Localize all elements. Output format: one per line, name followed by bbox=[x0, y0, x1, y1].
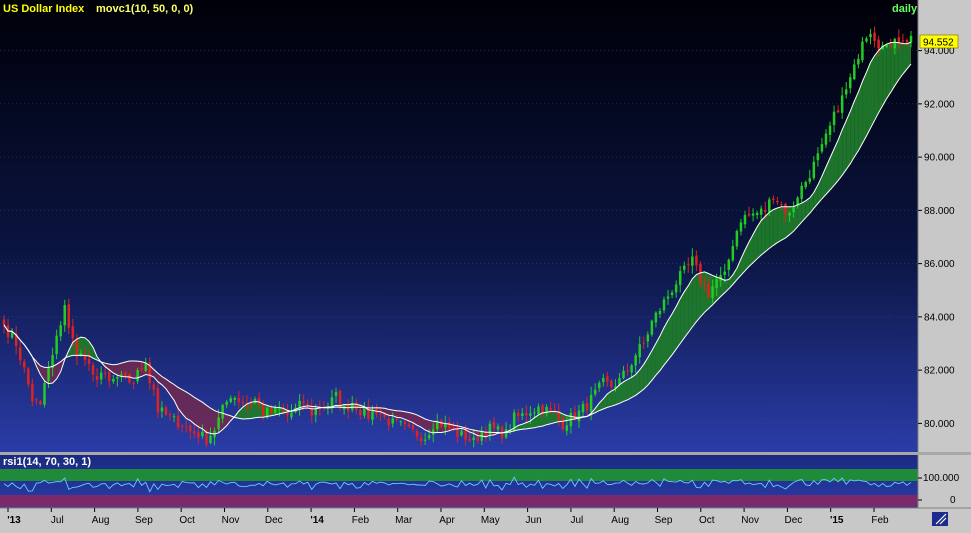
time-tick-label: Dec bbox=[265, 515, 283, 526]
last-price-label: 94.552 bbox=[923, 38, 954, 49]
time-tick-label: Oct bbox=[179, 515, 195, 526]
time-tick-label: Feb bbox=[352, 515, 370, 526]
study-title: movc1(10, 50, 0, 0) bbox=[96, 3, 194, 15]
candle bbox=[266, 406, 269, 419]
panel-divider[interactable] bbox=[0, 452, 971, 455]
price-tick-label: 88.000 bbox=[924, 206, 955, 217]
time-tick-label: Mar bbox=[395, 515, 413, 526]
time-tick-label: Sep bbox=[135, 515, 153, 526]
resize-grip-icon[interactable] bbox=[932, 512, 948, 526]
rsi-study-title: rsi1(14, 70, 30, 1) bbox=[3, 456, 91, 468]
price-tick-label: 80.000 bbox=[924, 419, 955, 430]
time-tick-label: '13 bbox=[7, 515, 21, 526]
time-tick-label: Nov bbox=[222, 515, 240, 526]
time-tick-label: Nov bbox=[741, 515, 759, 526]
candle bbox=[651, 320, 654, 337]
time-tick-label: Aug bbox=[611, 515, 629, 526]
rsi-oversold-zone bbox=[0, 495, 918, 507]
price-tick-label: 82.000 bbox=[924, 366, 955, 377]
price-tick-label: 90.000 bbox=[924, 153, 955, 164]
price-axis bbox=[918, 0, 971, 452]
time-tick-label: Aug bbox=[92, 515, 110, 526]
price-tick-label: 86.000 bbox=[924, 259, 955, 270]
period-label: daily bbox=[892, 3, 918, 15]
price-tick-label: 84.000 bbox=[924, 312, 955, 323]
time-tick-label: Apr bbox=[439, 515, 455, 526]
time-tick-label: May bbox=[481, 515, 500, 526]
time-tick-label: '14 bbox=[310, 515, 324, 526]
rsi-tick-100: 100.000 bbox=[923, 473, 960, 484]
time-tick-label: Sep bbox=[655, 515, 673, 526]
time-tick-label: Dec bbox=[785, 515, 803, 526]
time-tick-label: Jul bbox=[571, 515, 584, 526]
rsi-tick-0: 0 bbox=[950, 495, 956, 506]
time-tick-label: Feb bbox=[871, 515, 889, 526]
time-tick-label: Jul bbox=[51, 515, 64, 526]
time-tick-label: Jun bbox=[526, 515, 542, 526]
price-tick-label: 92.000 bbox=[924, 99, 955, 110]
symbol-title: US Dollar Index bbox=[3, 3, 85, 15]
candle bbox=[43, 381, 46, 407]
time-tick-label: '15 bbox=[830, 515, 844, 526]
time-tick-label: Oct bbox=[699, 515, 715, 526]
